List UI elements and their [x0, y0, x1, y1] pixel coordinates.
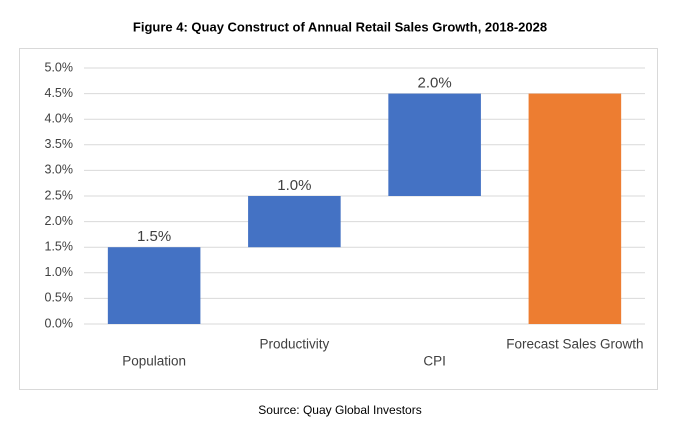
chart-frame	[19, 48, 658, 390]
y-tick-label: 0.5%	[45, 291, 74, 305]
y-tick-label: 1.5%	[45, 239, 74, 253]
value-label: 1.0%	[277, 177, 311, 194]
x-tick-label: Population	[122, 354, 186, 369]
y-tick-label: 2.5%	[45, 188, 74, 202]
value-label: 1.5%	[137, 228, 171, 245]
bar	[248, 196, 341, 248]
bar	[388, 93, 481, 196]
y-tick-label: 3.0%	[45, 163, 74, 177]
y-tick-label: 5.0%	[45, 60, 74, 74]
bar	[107, 247, 201, 324]
source-note: Source: Quay Global Investors	[258, 403, 421, 417]
y-tick-label: 2.0%	[45, 214, 74, 228]
chart-title: Figure 4: Quay Construct of Annual Retai…	[133, 19, 547, 34]
y-tick-label: 3.5%	[45, 137, 74, 151]
x-tick-label: CPI	[423, 354, 446, 369]
value-label: 2.0%	[418, 75, 452, 92]
bar	[528, 93, 622, 324]
y-tick-label: 4.0%	[45, 111, 74, 125]
x-tick-label: Forecast Sales Growth	[506, 337, 643, 352]
x-tick-label: Productivity	[259, 337, 329, 352]
y-tick-label: 0.0%	[45, 316, 74, 330]
y-tick-label: 4.5%	[45, 86, 74, 100]
y-tick-label: 1.0%	[45, 265, 74, 279]
